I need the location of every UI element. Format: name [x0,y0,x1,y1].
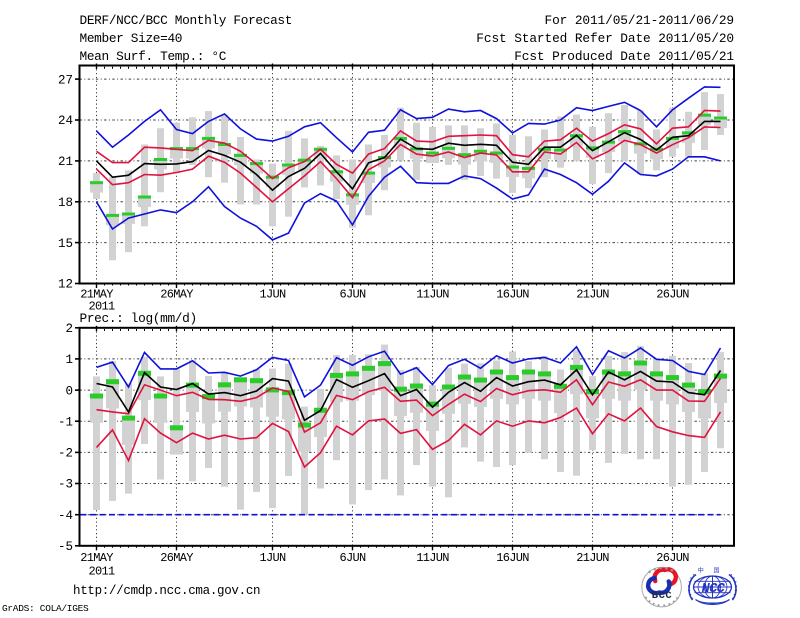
svg-text:11JUN: 11JUN [416,551,449,565]
svg-text:26JUN: 26JUN [656,551,689,565]
svg-text:For 2011/05/21-2011/06/29: For 2011/05/21-2011/06/29 [545,13,735,28]
svg-text:2011: 2011 [88,299,115,313]
svg-text:1: 1 [65,353,73,367]
svg-text:-1: -1 [58,415,73,429]
svg-text:21MAY: 21MAY [80,551,113,565]
svg-text:2: 2 [65,322,73,336]
svg-text:2011: 2011 [88,564,115,578]
svg-text:Member Size=40: Member Size=40 [80,31,183,46]
svg-text:0: 0 [65,384,73,398]
svg-text:16JUN: 16JUN [496,287,529,301]
svg-text:Fcst Started Refer Date 2011/0: Fcst Started Refer Date 2011/05/20 [476,31,734,46]
svg-text:6JUN: 6JUN [339,551,366,565]
svg-text:-4: -4 [58,509,73,523]
svg-text:1JUN: 1JUN [259,551,286,565]
svg-text:NCC: NCC [702,582,726,597]
svg-text:12: 12 [58,278,73,292]
svg-text:18: 18 [58,196,73,210]
svg-text:21JUN: 21JUN [576,551,609,565]
svg-text:26JUN: 26JUN [656,287,689,301]
svg-text:Fcst Produced Date 2011/05/21: Fcst Produced Date 2011/05/21 [514,49,734,64]
svg-text:-3: -3 [58,478,73,492]
svg-text:15: 15 [58,237,73,251]
svg-text:27: 27 [58,73,73,87]
svg-text:21: 21 [58,155,73,169]
svg-text:GrADS: COLA/IGES: GrADS: COLA/IGES [2,603,89,614]
svg-text:-2: -2 [58,447,73,461]
svg-text:1JUN: 1JUN [259,287,286,301]
svg-text:21MAY: 21MAY [80,287,113,301]
svg-text:中: 中 [698,567,704,575]
svg-text:16JUN: 16JUN [496,551,529,565]
svg-text:DERF/NCC/BCC Monthly Forecast: DERF/NCC/BCC Monthly Forecast [80,13,293,28]
svg-text:26MAY: 26MAY [160,551,193,565]
svg-text:11JUN: 11JUN [416,287,449,301]
svg-text:26MAY: 26MAY [160,287,193,301]
svg-text:6JUN: 6JUN [339,287,366,301]
svg-text:Mean Surf. Temp.: °C: Mean Surf. Temp.: °C [80,49,227,64]
svg-text:http://cmdp.ncc.cma.gov.cn: http://cmdp.ncc.cma.gov.cn [73,584,260,598]
svg-text:BCC: BCC [652,590,673,602]
svg-text:-5: -5 [58,540,73,554]
svg-text:24: 24 [58,114,73,128]
svg-text:国: 国 [713,568,719,575]
svg-text:21JUN: 21JUN [576,287,609,301]
svg-text:Prec.: log(mm/d): Prec.: log(mm/d) [80,311,197,326]
